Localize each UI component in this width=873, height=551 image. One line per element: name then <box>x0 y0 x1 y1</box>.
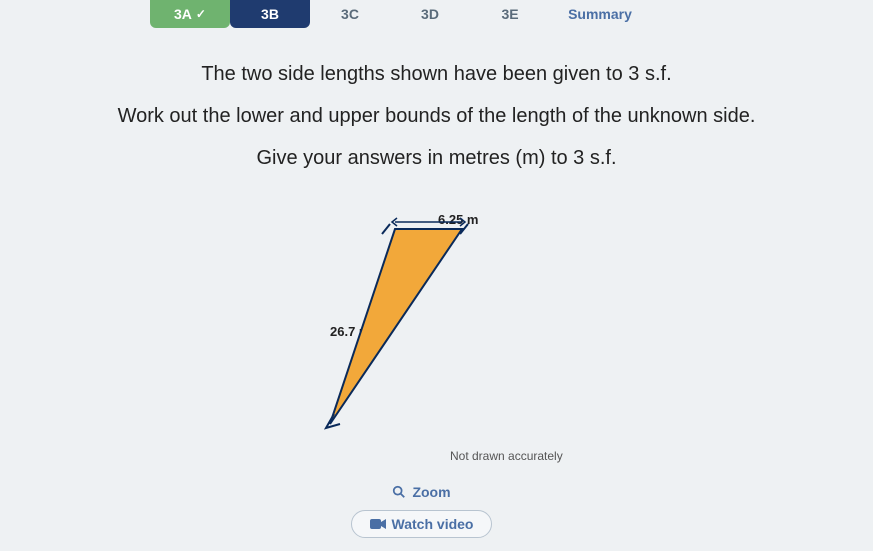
watch-label: Watch video <box>392 516 474 532</box>
tab-3e[interactable]: 3E <box>470 0 550 28</box>
tab-label: 3A <box>174 6 192 22</box>
tab-label: 3E <box>501 6 518 22</box>
question-text: The two side lengths shown have been giv… <box>0 28 873 194</box>
zoom-button[interactable]: Zoom <box>392 484 450 500</box>
tab-3a[interactable]: 3A ✓ <box>150 0 230 28</box>
zoom-icon <box>392 485 406 499</box>
tick-mark-icon <box>382 224 390 234</box>
tab-summary[interactable]: Summary <box>550 0 650 28</box>
video-icon <box>370 518 386 530</box>
watch-video-button[interactable]: Watch video <box>351 510 493 538</box>
figure: 6.25 m 26.7 m Not drawn accurately <box>0 204 873 484</box>
question-line-3: Give your answers in metres (m) to 3 s.f… <box>30 142 843 174</box>
triangle-shape <box>330 229 462 424</box>
tab-3b[interactable]: 3B <box>230 0 310 28</box>
check-icon: ✓ <box>196 7 206 21</box>
tab-3c[interactable]: 3C <box>310 0 390 28</box>
triangle-diagram <box>310 204 510 444</box>
tab-label: 3B <box>261 6 279 22</box>
figure-note: Not drawn accurately <box>450 449 563 463</box>
tab-label: Summary <box>568 6 632 22</box>
question-line-2: Work out the lower and upper bounds of t… <box>30 100 843 132</box>
question-line-1: The two side lengths shown have been giv… <box>30 58 843 90</box>
tab-3d[interactable]: 3D <box>390 0 470 28</box>
tab-bar: 3A ✓ 3B 3C 3D 3E Summary <box>0 0 873 28</box>
tab-label: 3D <box>421 6 439 22</box>
tab-label: 3C <box>341 6 359 22</box>
zoom-label: Zoom <box>412 484 450 500</box>
figure-controls: Zoom Watch video <box>0 484 873 538</box>
